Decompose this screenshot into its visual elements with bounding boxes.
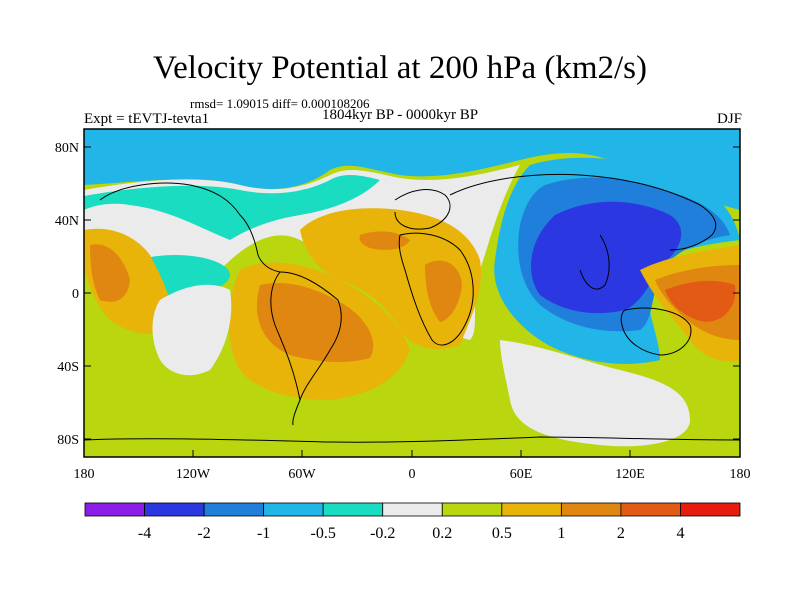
colorbar-swatch [680,502,741,517]
colorbar-swatch [382,502,443,517]
lon-label: 0 [409,467,416,482]
coastlines [84,173,740,443]
lat-label: 80S [57,433,79,448]
colorbar-label: -2 [197,525,210,542]
colorbar-swatch [322,502,384,517]
colorbar-swatch [441,502,503,517]
colorbar-label: -0.5 [311,525,336,542]
lon-label: 120W [176,467,211,482]
colorbar-swatch [501,502,562,517]
lat-ticks [84,146,740,440]
colorbar-label: 2 [617,525,625,542]
lon-label: 180 [730,467,751,482]
colorbar-swatch [263,502,324,517]
lat-label: 40S [57,360,79,375]
lat-label: 80N [55,141,79,156]
colorbar-label: 0.2 [432,525,452,542]
lat-labels: 80N 40N 0 40S 80S [55,141,79,448]
lon-label: 60W [288,467,316,482]
colorbar-swatch [560,502,622,517]
colorbar-swatch [620,502,681,517]
lon-label: 60E [510,467,533,482]
colorbar-swatch [144,502,205,517]
lon-label: 120E [615,467,645,482]
colorbar-swatch [84,502,145,517]
map-title: Velocity Potential at 200 hPa (km2/s) [152,50,648,86]
stats-text: rmsd= 1.09015 diff= 0.000108206 [190,96,370,111]
colorbar-label: 4 [676,525,684,542]
colorbar-label: 1 [557,525,565,542]
colorbar-label: -4 [138,525,151,542]
season-label: DJF [716,111,742,127]
colorbar-labels: -4 -2 -1 -0.5 -0.2 0.2 0.5 1 2 4 [138,525,685,542]
lon-label: 180 [74,467,95,482]
lat-label: 40N [55,214,79,229]
lon-ticks [83,450,741,457]
colorbar-swatch [203,502,265,517]
colorbar-label: -0.2 [370,525,395,542]
experiment-label: Expt = tEVTJ-tevta1 [84,111,210,127]
lat-label: 0 [72,287,79,302]
lon-labels: 180 120W 60W 0 60E 120E 180 [74,467,751,482]
colorbar [84,502,741,517]
colorbar-label: -1 [257,525,270,542]
colorbar-label: 0.5 [492,525,512,542]
period-subtitle: 1804kyr BP - 0000kyr BP [322,107,479,123]
